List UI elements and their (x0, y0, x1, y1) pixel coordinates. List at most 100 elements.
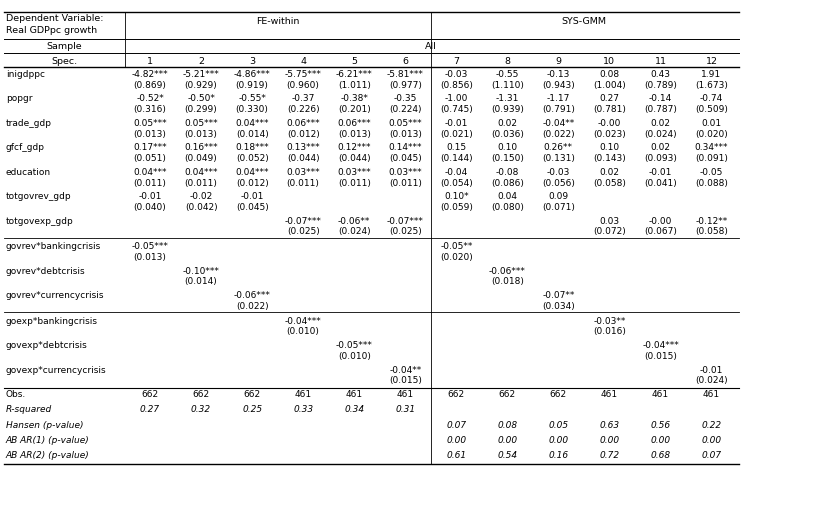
Text: (0.040): (0.040) (133, 203, 166, 212)
Text: -1.17: -1.17 (547, 94, 570, 103)
Text: 461: 461 (346, 389, 363, 399)
Text: (1.004): (1.004) (593, 80, 626, 90)
Text: -0.05**: -0.05** (440, 242, 472, 251)
Text: (0.201): (0.201) (338, 105, 370, 114)
Text: (0.011): (0.011) (287, 178, 320, 187)
Text: (0.012): (0.012) (287, 129, 320, 138)
Text: 662: 662 (499, 389, 516, 399)
Text: Hansen (p-value): Hansen (p-value) (6, 420, 83, 429)
Text: (0.020): (0.020) (695, 129, 728, 138)
Text: -0.04: -0.04 (444, 167, 468, 177)
Text: (0.044): (0.044) (287, 154, 319, 163)
Text: (0.016): (0.016) (593, 327, 626, 336)
Text: 0.03***: 0.03*** (337, 167, 371, 177)
Text: -0.14: -0.14 (649, 94, 672, 103)
Text: (0.960): (0.960) (287, 80, 320, 90)
Text: -1.31: -1.31 (496, 94, 519, 103)
Text: (0.150): (0.150) (491, 154, 523, 163)
Text: (0.021): (0.021) (440, 129, 473, 138)
Text: -0.07***: -0.07*** (285, 216, 322, 225)
Text: 0.05***: 0.05*** (184, 119, 218, 128)
Text: 0.27: 0.27 (599, 94, 619, 103)
Text: -0.01: -0.01 (700, 365, 723, 374)
Text: 0.10: 0.10 (497, 143, 518, 152)
Text: -0.03: -0.03 (547, 167, 570, 177)
Text: 0.56: 0.56 (650, 420, 671, 429)
Text: -6.21***: -6.21*** (336, 70, 373, 79)
Text: 0.02: 0.02 (650, 119, 671, 128)
Text: (0.059): (0.059) (440, 203, 473, 212)
Text: 1.91: 1.91 (702, 70, 721, 79)
Text: 6: 6 (402, 56, 409, 66)
Text: 7: 7 (453, 56, 459, 66)
Text: 0.04***: 0.04*** (235, 119, 269, 128)
Text: -4.86***: -4.86*** (234, 70, 270, 79)
Text: -0.55*: -0.55* (239, 94, 266, 103)
Text: -0.04***: -0.04*** (285, 316, 322, 325)
Text: 0.05***: 0.05*** (133, 119, 167, 128)
Text: 461: 461 (396, 389, 414, 399)
Text: (0.787): (0.787) (644, 105, 677, 114)
Text: education: education (6, 167, 50, 177)
Text: (0.869): (0.869) (133, 80, 167, 90)
Text: (0.919): (0.919) (236, 80, 269, 90)
Text: (0.024): (0.024) (644, 129, 676, 138)
Text: -1.00: -1.00 (444, 94, 468, 103)
Text: 8: 8 (505, 56, 510, 66)
Text: 0.34***: 0.34*** (694, 143, 729, 152)
Text: 0.04: 0.04 (497, 192, 518, 201)
Text: 0.02: 0.02 (599, 167, 619, 177)
Text: 0.12***: 0.12*** (338, 143, 371, 152)
Text: 0.06***: 0.06*** (287, 119, 320, 128)
Text: 0.26**: 0.26** (544, 143, 573, 152)
Text: FE-within: FE-within (256, 17, 300, 26)
Text: -0.07***: -0.07*** (387, 216, 424, 225)
Text: (0.058): (0.058) (593, 178, 626, 187)
Text: 461: 461 (652, 389, 669, 399)
Text: (0.054): (0.054) (440, 178, 473, 187)
Text: govrev*currencycrisis: govrev*currencycrisis (6, 291, 104, 300)
Text: 0.13***: 0.13*** (287, 143, 320, 152)
Text: 461: 461 (295, 389, 312, 399)
Text: (0.144): (0.144) (440, 154, 473, 163)
Text: (0.856): (0.856) (440, 80, 473, 90)
Text: (0.012): (0.012) (236, 178, 269, 187)
Text: 0.72: 0.72 (599, 450, 619, 460)
Text: 2: 2 (198, 56, 204, 66)
Text: -0.04***: -0.04*** (642, 341, 679, 350)
Text: 0.07: 0.07 (702, 450, 721, 460)
Text: 0.04***: 0.04*** (235, 167, 269, 177)
Text: All: All (425, 42, 436, 51)
Text: -0.04**: -0.04** (542, 119, 575, 128)
Text: 0.22: 0.22 (702, 420, 721, 429)
Text: -0.01: -0.01 (240, 192, 264, 201)
Text: (0.024): (0.024) (338, 227, 370, 236)
Text: popgr: popgr (6, 94, 33, 103)
Text: 662: 662 (243, 389, 260, 399)
Text: -0.06***: -0.06*** (234, 291, 270, 300)
Text: 662: 662 (549, 389, 567, 399)
Text: (0.015): (0.015) (644, 351, 677, 360)
Text: 0.08: 0.08 (497, 420, 518, 429)
Text: -4.82***: -4.82*** (132, 70, 168, 79)
Text: totgovrev_gdp: totgovrev_gdp (6, 192, 72, 201)
Text: (0.088): (0.088) (695, 178, 728, 187)
Text: -0.10***: -0.10*** (182, 266, 220, 275)
Text: -0.05***: -0.05*** (335, 341, 373, 350)
Text: 461: 461 (703, 389, 720, 399)
Text: 9: 9 (555, 56, 562, 66)
Text: -0.01: -0.01 (138, 192, 162, 201)
Text: (0.015): (0.015) (389, 376, 422, 385)
Text: Sample: Sample (46, 42, 82, 51)
Text: (0.056): (0.056) (542, 178, 575, 187)
Text: goexp*bankingcrisis: goexp*bankingcrisis (6, 316, 98, 325)
Text: (0.024): (0.024) (695, 376, 728, 385)
Text: (0.330): (0.330) (236, 105, 269, 114)
Text: -5.75***: -5.75*** (285, 70, 322, 79)
Text: (0.316): (0.316) (133, 105, 167, 114)
Text: (0.011): (0.011) (389, 178, 422, 187)
Text: -0.03: -0.03 (444, 70, 468, 79)
Text: (0.022): (0.022) (542, 129, 575, 138)
Text: 0.02: 0.02 (497, 119, 518, 128)
Text: (0.045): (0.045) (389, 154, 422, 163)
